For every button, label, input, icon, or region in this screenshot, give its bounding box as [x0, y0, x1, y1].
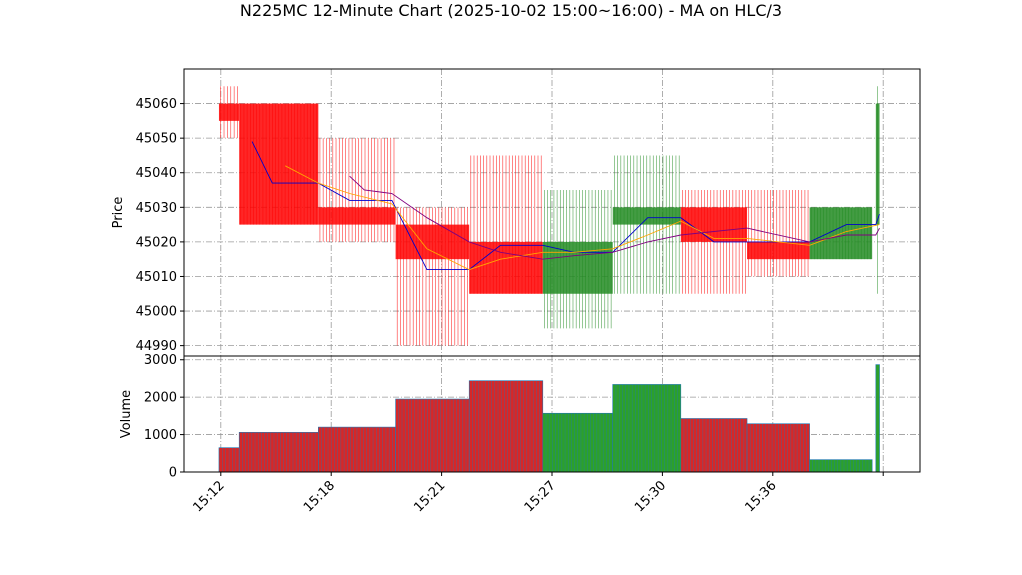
volume-bar-body [612, 384, 682, 473]
volume-bar-body [395, 398, 470, 473]
volume-bar [875, 364, 880, 473]
volume-bar [218, 447, 240, 473]
volume-bar [238, 432, 319, 473]
price-y-ticks: 44990 45000 45010 45020 45030 45040 45050 45060 [136, 97, 184, 354]
candle-body [469, 241, 543, 294]
volume-axis-label: Volume [119, 390, 134, 438]
candle [218, 86, 240, 139]
price-tick-label: 45000 [136, 305, 177, 320]
ma-line-ma_short [251, 141, 880, 271]
x-tick-label: 15:12 [191, 478, 228, 515]
volume-bar [809, 459, 873, 473]
moving-average-lines [251, 141, 880, 271]
x-tick-label: 15:18 [301, 478, 338, 515]
candle [542, 190, 613, 329]
volume-bar [680, 418, 748, 473]
price-tick-label: 45060 [136, 97, 177, 112]
x-tick-label: 15:36 [743, 478, 780, 515]
volume-bar [542, 412, 614, 473]
price-tick-label: 45010 [136, 270, 177, 285]
volume-bar-body [680, 418, 748, 473]
volume-bar [746, 423, 810, 473]
candle [395, 207, 470, 346]
candle-body [612, 207, 681, 225]
volume-y-ticks: 0 1000 2000 3000 [144, 353, 184, 481]
candle-body [680, 207, 748, 242]
candle-body [239, 103, 319, 225]
volume-tick-label: 3000 [144, 353, 177, 368]
price-tick-label: 45040 [136, 166, 177, 181]
volume-bar-body [875, 364, 880, 473]
candle [809, 207, 873, 260]
candle [239, 103, 319, 225]
price-tick-label: 45030 [136, 201, 177, 216]
candle [875, 86, 880, 294]
price-candles [218, 86, 880, 346]
volume-bar [395, 398, 470, 473]
ma-line-ma_long [349, 175, 880, 260]
price-axis-label: Price [111, 197, 126, 229]
candle-body [875, 103, 880, 225]
volume-tick-label: 2000 [144, 391, 177, 406]
candle [680, 190, 748, 294]
volume-bar [612, 384, 682, 473]
candle-body [395, 224, 470, 260]
volume-bar-body [238, 432, 319, 473]
x-axis-ticks: 15:12 15:18 15:21 15:27 15:30 15:36 [191, 472, 884, 515]
price-tick-label: 45020 [136, 235, 177, 250]
volume-bar-body [468, 380, 544, 473]
candle [747, 190, 810, 277]
candle [318, 138, 396, 242]
candle-body [747, 241, 810, 260]
volume-bar [318, 426, 396, 473]
volume-bar [468, 380, 544, 473]
x-tick-label: 15:27 [522, 478, 559, 515]
price-tick-label: 45050 [136, 132, 177, 147]
x-tick-label: 15:30 [632, 478, 669, 515]
ma-line-ma_mid [284, 165, 880, 271]
candle-body [218, 103, 240, 121]
price-tick-label: 44990 [136, 339, 177, 354]
volume-tick-label: 1000 [144, 428, 177, 443]
candle-body [318, 207, 396, 225]
volume-tick-label: 0 [169, 466, 177, 481]
chart-title: N225MC 12-Minute Chart (2025-10-02 15:00… [240, 1, 782, 20]
candle [612, 155, 681, 294]
volume-bars [218, 364, 880, 473]
candle-body [542, 241, 613, 294]
x-tick-label: 15:21 [411, 478, 448, 515]
candle [469, 155, 543, 294]
